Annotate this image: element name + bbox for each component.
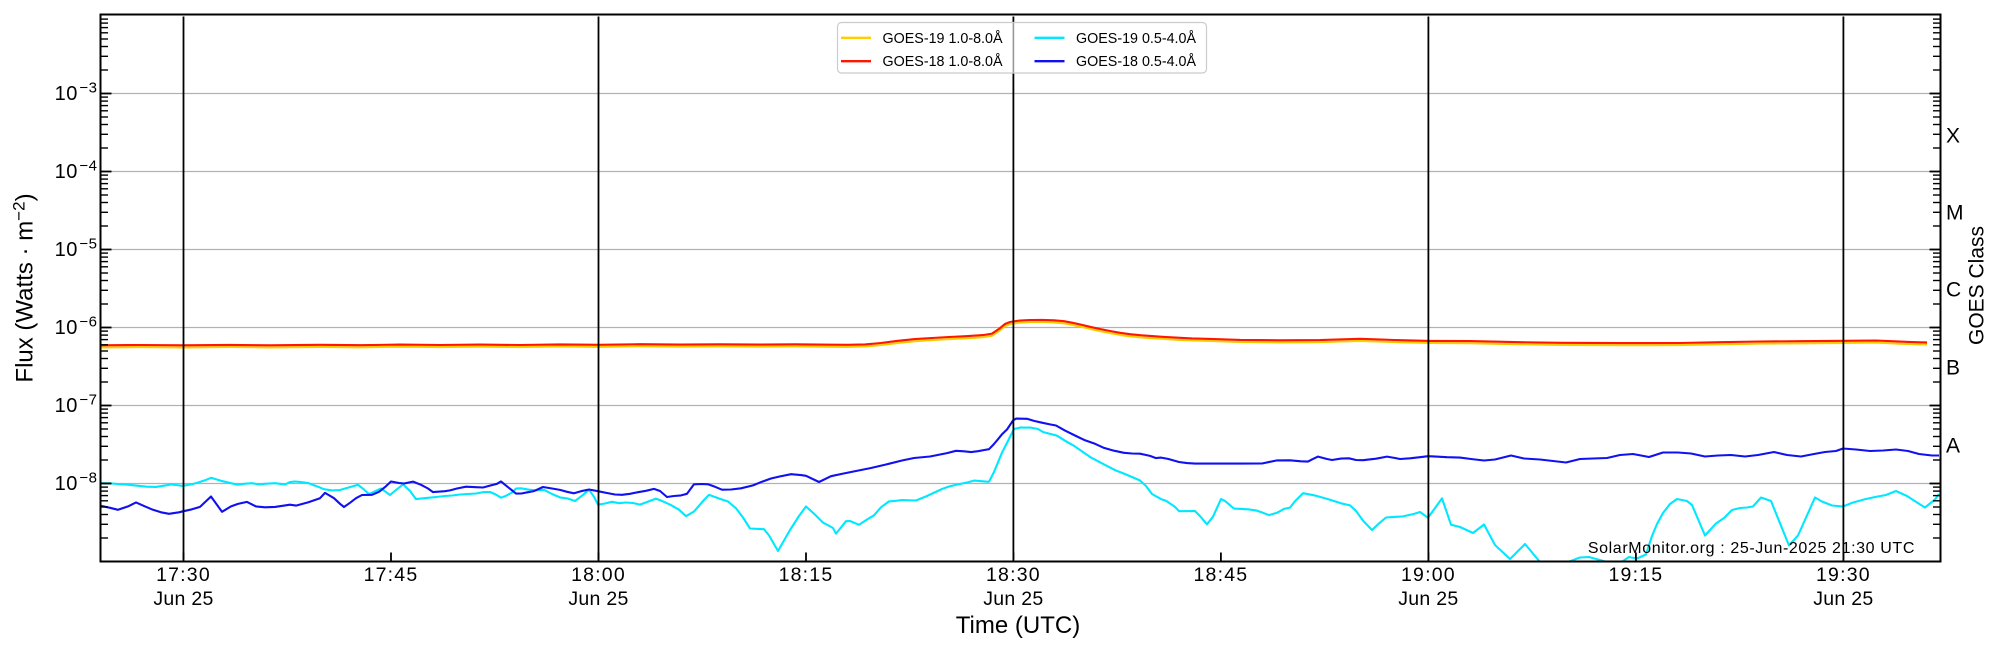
svg-text:GOES-18 0.5-4.0Å: GOES-18 0.5-4.0Å (1076, 53, 1196, 70)
svg-text:C: C (1946, 279, 1961, 302)
svg-text:18:15: 18:15 (779, 564, 834, 586)
svg-text:19:15: 19:15 (1608, 564, 1663, 586)
svg-text:X: X (1946, 125, 1960, 148)
svg-text:18:00: 18:00 (571, 564, 626, 586)
svg-text:18:45: 18:45 (1193, 564, 1248, 586)
svg-text:17:30: 17:30 (156, 564, 211, 586)
svg-text:Time (UTC): Time (UTC) (956, 612, 1080, 639)
svg-text:SolarMonitor.org : 25-Jun-2025: SolarMonitor.org : 25-Jun-2025 21:30 UTC (1588, 540, 1915, 557)
svg-text:Flux (Watts · m−2): Flux (Watts · m−2) (10, 193, 39, 382)
svg-text:19:00: 19:00 (1401, 564, 1456, 586)
svg-text:10−8: 10 −8 (55, 470, 98, 496)
svg-text:A: A (1946, 435, 1960, 458)
svg-text:GOES-18 1.0-8.0Å: GOES-18 1.0-8.0Å (883, 53, 1003, 70)
svg-text:Jun 25: Jun 25 (153, 588, 213, 610)
svg-text:Jun 25: Jun 25 (568, 588, 628, 610)
svg-text:GOES-19 1.0-8.0Å: GOES-19 1.0-8.0Å (883, 30, 1003, 47)
svg-text:Jun 25: Jun 25 (1813, 588, 1873, 610)
svg-text:18:30: 18:30 (986, 564, 1041, 586)
svg-text:Jun 25: Jun 25 (983, 588, 1043, 610)
svg-text:GOES-19 0.5-4.0Å: GOES-19 0.5-4.0Å (1076, 30, 1196, 47)
svg-text:19:30: 19:30 (1816, 564, 1871, 586)
svg-text:17:45: 17:45 (364, 564, 419, 586)
svg-text:M: M (1946, 202, 1964, 225)
svg-text:B: B (1946, 357, 1960, 380)
svg-text:GOES Class: GOES Class (1966, 226, 1989, 345)
svg-text:Jun 25: Jun 25 (1398, 588, 1458, 610)
